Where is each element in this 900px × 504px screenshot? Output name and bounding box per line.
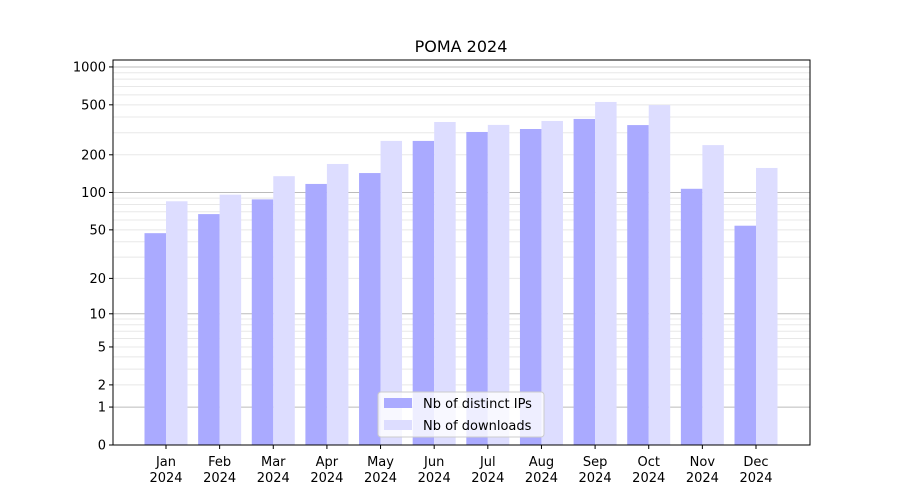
legend-label-downloads: Nb of downloads: [423, 419, 532, 434]
bar-downloads: [326, 163, 349, 445]
bar-downloads: [487, 124, 510, 445]
bar-downloads: [756, 167, 778, 445]
x-tick-label-month: Mar: [261, 455, 286, 470]
x-tick-label-month: Aug: [529, 455, 554, 470]
x-tick-label-year: 2024: [310, 471, 343, 486]
bar-distinct-ips: [734, 225, 756, 445]
legend-swatch-ips: [384, 398, 412, 408]
x-tick-label-year: 2024: [418, 471, 451, 486]
bar-distinct-ips: [519, 129, 542, 445]
bar-distinct-ips: [412, 140, 435, 445]
x-tick-label-year: 2024: [632, 471, 665, 486]
y-tick-label: 20: [89, 272, 106, 287]
bar-downloads: [166, 201, 188, 445]
bar-distinct-ips: [627, 125, 649, 445]
y-tick-label: 0: [98, 439, 106, 454]
bar-downloads: [702, 145, 724, 445]
bar-distinct-ips: [680, 188, 703, 445]
y-tick-label: 1: [98, 401, 106, 416]
bar-downloads: [273, 176, 295, 445]
x-tick-label-month: Sep: [583, 455, 608, 470]
x-tick-label-year: 2024: [579, 471, 612, 486]
x-tick-label-year: 2024: [525, 471, 558, 486]
bar-downloads: [219, 194, 242, 445]
bar-distinct-ips: [359, 173, 381, 445]
bar-downloads: [380, 140, 403, 445]
legend-swatch-downloads: [384, 420, 412, 430]
bar-distinct-ips: [198, 214, 220, 445]
bar-downloads: [648, 105, 671, 445]
x-tick-label-month: Dec: [743, 455, 768, 470]
x-tick-label-year: 2024: [739, 471, 772, 486]
bar-distinct-ips: [466, 131, 488, 446]
y-tick-label: 5: [98, 340, 106, 355]
bar-distinct-ips: [573, 118, 596, 445]
x-tick-label-month: Jan: [155, 455, 176, 470]
bar-distinct-ips: [251, 199, 274, 445]
bar-distinct-ips: [144, 233, 166, 445]
x-tick-label-year: 2024: [364, 471, 397, 486]
bar-distinct-ips: [305, 183, 327, 445]
x-tick-label-year: 2024: [149, 471, 182, 486]
chart-title: POMA 2024: [415, 37, 508, 56]
x-tick-label-month: Apr: [316, 455, 339, 470]
bar-downloads: [595, 101, 617, 446]
bar-downloads: [541, 120, 563, 445]
y-tick-label: 50: [89, 223, 106, 238]
y-tick-label: 500: [81, 98, 106, 113]
x-tick-label-year: 2024: [203, 471, 236, 486]
y-tick-label: 1000: [73, 60, 106, 75]
x-tick-label-month: Jul: [479, 455, 496, 470]
plot-frame: [112, 59, 811, 446]
x-tick-label-month: May: [367, 455, 394, 470]
x-tick-label-month: Nov: [690, 455, 716, 470]
legend: Nb of distinct IPs Nb of downloads: [377, 391, 545, 438]
y-tick-label: 2: [98, 378, 106, 393]
x-tick-label-year: 2024: [686, 471, 719, 486]
x-tick-label-month: Oct: [637, 455, 659, 470]
x-tick-label-year: 2024: [471, 471, 504, 486]
legend-label-ips: Nb of distinct IPs: [423, 397, 532, 412]
bar-downloads: [434, 122, 456, 446]
x-tick-label-month: Feb: [208, 455, 231, 470]
y-tick-label: 100: [81, 186, 106, 201]
x-tick-label-year: 2024: [257, 471, 290, 486]
x-tick-label-month: Jun: [423, 455, 444, 470]
y-tick-label: 200: [81, 148, 106, 163]
y-tick-label: 10: [89, 307, 106, 322]
